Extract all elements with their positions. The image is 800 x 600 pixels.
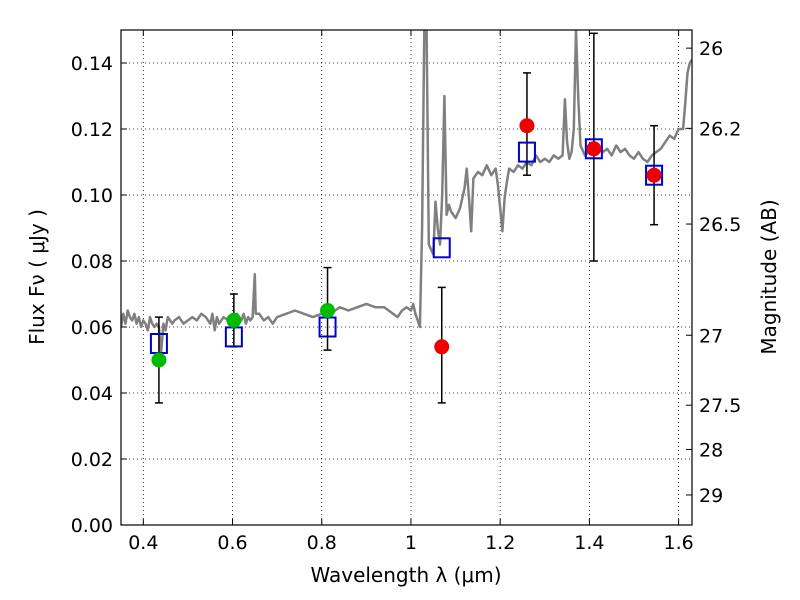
plot-frame (120, 29, 693, 526)
measured-point (320, 303, 336, 318)
y2-tick-label: 29 (699, 485, 723, 507)
y-tick-label: 0.04 (71, 383, 113, 405)
spectrum-line-layer (121, 30, 692, 355)
y-tick-label: 0.02 (71, 449, 113, 471)
tick-layer (121, 30, 692, 526)
photometry-square (645, 164, 664, 186)
photometry-square (432, 237, 451, 259)
y2-tick-label: 27.5 (699, 395, 741, 417)
y-tick-label: 0.00 (71, 515, 113, 537)
x-tick-label: 0.4 (128, 532, 158, 554)
grid (121, 30, 692, 525)
photometry-square (517, 141, 536, 163)
y-tick-label: 0.14 (71, 53, 113, 75)
x-axis-label: Wavelength λ (μm) (310, 563, 501, 587)
tick-label-layer: 0.4 0.6 0.8 1 1.2 1.4 1.6 0.00 0.02 0.04 0.06 0.08 0… (71, 38, 742, 554)
y2-tick-label: 26.5 (699, 214, 741, 236)
spectrum-line (121, 30, 692, 355)
x-tick-label: 1.6 (664, 532, 694, 554)
x-tick-label: 1 (405, 532, 417, 554)
y2-axis-label: Magnitude (AB) (757, 199, 781, 354)
marker-layer (149, 32, 664, 404)
measured-point (434, 339, 450, 355)
y-tick-label: 0.10 (71, 185, 113, 207)
x-tick-label: 1.2 (485, 532, 515, 554)
measured-point (226, 312, 242, 328)
measured-point (151, 352, 167, 368)
y-tick-label: 0.08 (71, 251, 113, 273)
x-tick-label: 1.4 (574, 532, 604, 554)
y2-tick-label: 26.2 (699, 118, 741, 140)
y2-tick-label: 27 (699, 325, 723, 347)
y-axis-label: Flux Fν ( μJy ) (25, 209, 49, 345)
photometry-square (584, 138, 603, 160)
measured-point (646, 167, 662, 183)
y2-tick-label: 26 (699, 38, 723, 60)
x-tick-label: 0.6 (217, 532, 247, 554)
y-tick-label: 0.06 (71, 317, 113, 339)
measured-point (519, 118, 535, 134)
measured-point (586, 141, 602, 157)
y2-tick-label: 28 (699, 439, 723, 461)
y-tick-label: 0.12 (71, 119, 113, 141)
x-tick-label: 0.8 (307, 532, 337, 554)
